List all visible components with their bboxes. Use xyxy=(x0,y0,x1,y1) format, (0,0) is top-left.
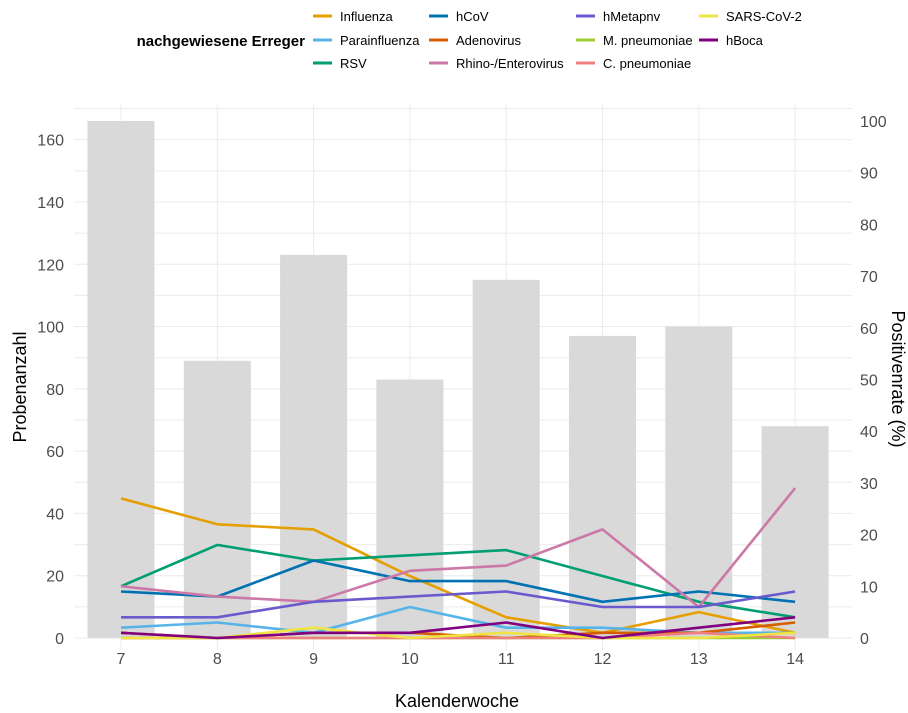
x-tick-label: 13 xyxy=(690,651,708,668)
y2-tick-label: 80 xyxy=(860,217,878,234)
bar-13 xyxy=(665,326,733,638)
legend-label: hCoV xyxy=(456,9,489,24)
y2-tick-label: 100 xyxy=(860,114,887,131)
legend-item: SARS-CoV-2 xyxy=(699,9,802,24)
legend-item: hCoV xyxy=(429,9,489,24)
x-tick-label: 8 xyxy=(213,651,222,668)
legend-label: Parainfluenza xyxy=(340,33,420,48)
legend-item: hBoca xyxy=(699,33,764,48)
legend-label: C. pneumoniae xyxy=(603,56,691,71)
x-tick-label: 7 xyxy=(117,651,126,668)
series-line-rsv xyxy=(120,543,796,619)
y-tick-label: 160 xyxy=(37,133,64,150)
y-tick-label: 140 xyxy=(37,195,64,212)
legend-label: Rhino-/Enterovirus xyxy=(456,56,564,71)
x-tick-label: 11 xyxy=(498,651,515,668)
legend-item: M. pneumoniae xyxy=(576,33,693,48)
y2-tick-label: 50 xyxy=(860,373,878,390)
y-tick-label: 20 xyxy=(46,569,64,586)
y2-tick-label: 0 xyxy=(860,631,869,648)
y2-tick-label: 30 xyxy=(860,476,878,493)
legend-label: Adenovirus xyxy=(456,33,522,48)
legend-label: SARS-CoV-2 xyxy=(726,9,802,24)
y-tick-label: 100 xyxy=(37,320,64,337)
legend-item: Adenovirus xyxy=(429,33,522,48)
x-tick-label: 9 xyxy=(309,651,318,668)
bars xyxy=(87,121,829,638)
legend-item: Parainfluenza xyxy=(313,33,420,48)
bar-7 xyxy=(87,121,155,638)
x-tick-label: 14 xyxy=(786,651,804,668)
x-axis-ticks: 7 8 9 10 11 12 13 14 xyxy=(117,651,805,668)
y-axis-ticks: 0 20 40 60 80 100 120 140 160 xyxy=(37,133,64,648)
series-line-rhino-enterovirus xyxy=(120,487,797,609)
bar-11 xyxy=(472,279,540,638)
y2-tick-label: 40 xyxy=(860,424,878,441)
y2-tick-label: 20 xyxy=(860,528,878,545)
series-line-hmetapnv xyxy=(121,590,796,619)
legend-title: nachgewiesene Erreger xyxy=(137,33,306,50)
y2-tick-label: 10 xyxy=(860,579,878,596)
bar-12 xyxy=(569,335,636,638)
legend-label: M. pneumoniae xyxy=(603,33,693,48)
y-tick-label: 40 xyxy=(46,506,64,523)
series-line-hboca xyxy=(120,616,796,640)
y-tick-label: 0 xyxy=(55,631,64,648)
y2-tick-label: 60 xyxy=(860,321,878,338)
legend-item: RSV xyxy=(313,56,367,71)
legend-item: C. pneumoniae xyxy=(576,56,691,71)
y-tick-label: 120 xyxy=(37,257,64,274)
bar-14 xyxy=(761,426,829,638)
legend-label: hMetapnv xyxy=(603,9,661,24)
legend: nachgewiesene Erreger Influenza Parainflu… xyxy=(137,9,802,71)
x-tick-label: 12 xyxy=(594,651,612,668)
series-line-influenza xyxy=(120,497,796,635)
legend-item: Influenza xyxy=(313,9,394,24)
x-tick-label: 10 xyxy=(401,651,419,668)
y2-axis-title: Positivenrate (%) xyxy=(888,310,908,447)
y-axis-title: Probenanzahl xyxy=(10,331,30,442)
y-tick-label: 60 xyxy=(46,444,64,461)
y2-tick-label: 90 xyxy=(860,166,878,183)
y-tick-label: 80 xyxy=(46,382,64,399)
y2-axis-ticks: 0 10 20 30 40 50 60 70 80 90 100 xyxy=(860,114,887,648)
legend-label: hBoca xyxy=(726,33,764,48)
bar-10 xyxy=(376,379,444,638)
bar-9 xyxy=(280,254,348,638)
bar-8 xyxy=(183,360,251,638)
series-lines xyxy=(120,487,797,640)
legend-label: Influenza xyxy=(340,9,394,24)
y2-tick-label: 70 xyxy=(860,269,878,286)
legend-item: hMetapnv xyxy=(576,9,661,24)
x-axis-title: Kalenderwoche xyxy=(395,691,519,711)
legend-item: Rhino-/Enterovirus xyxy=(429,56,564,71)
legend-label: RSV xyxy=(340,56,367,71)
